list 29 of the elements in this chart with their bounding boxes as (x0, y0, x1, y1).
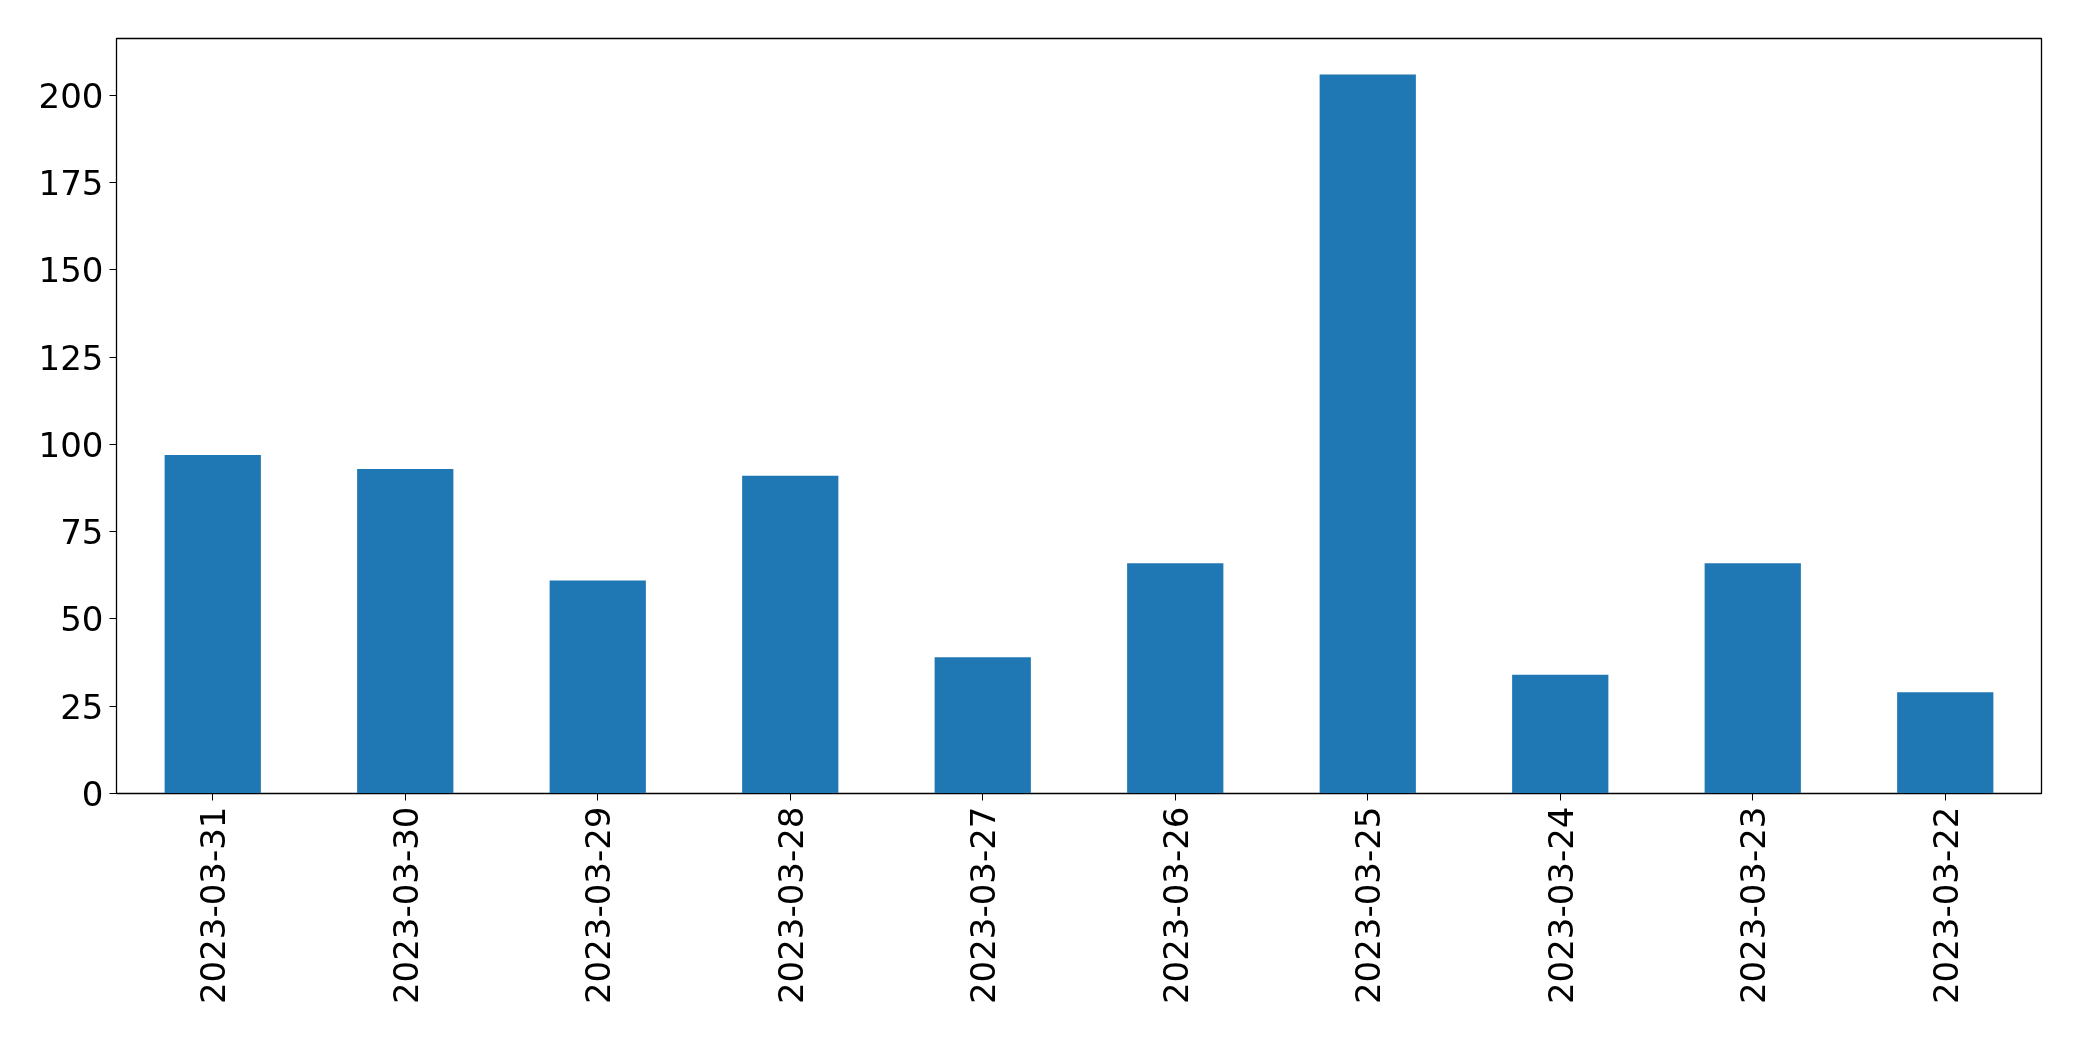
x-tick-label: 2023-03-31 (193, 806, 234, 1005)
bar (934, 657, 1031, 794)
x-tick-label: 2023-03-22 (1925, 806, 1966, 1005)
y-tick-label: 50 (60, 599, 104, 640)
y-tick-label: 150 (38, 250, 104, 291)
bar (1127, 563, 1224, 794)
x-tick-label: 2023-03-30 (385, 806, 426, 1005)
bar (357, 468, 454, 794)
x-tick-label: 2023-03-23 (1733, 806, 1774, 1005)
bar (1512, 674, 1609, 794)
y-tick-label: 25 (60, 686, 104, 727)
x-tick-label: 2023-03-27 (963, 806, 1004, 1005)
y-tick-label: 0 (81, 774, 104, 814)
x-tick-label: 2023-03-25 (1348, 806, 1389, 1005)
y-tick-label: 200 (38, 75, 104, 116)
x-tick-label: 2023-03-24 (1540, 806, 1581, 1005)
x-tick-label: 2023-03-26 (1155, 806, 1196, 1005)
bar (742, 475, 839, 794)
x-tick-label: 2023-03-29 (578, 806, 619, 1005)
bar (164, 454, 261, 794)
bar (1897, 692, 1994, 794)
y-tick-label: 100 (38, 424, 104, 465)
bar (1319, 74, 1416, 794)
y-tick-label: 125 (38, 337, 104, 378)
y-tick-label: 75 (60, 512, 104, 553)
y-tick-label: 175 (38, 163, 104, 204)
bar (549, 580, 646, 794)
x-tick-label: 2023-03-28 (770, 806, 811, 1005)
bar (1704, 563, 1801, 794)
